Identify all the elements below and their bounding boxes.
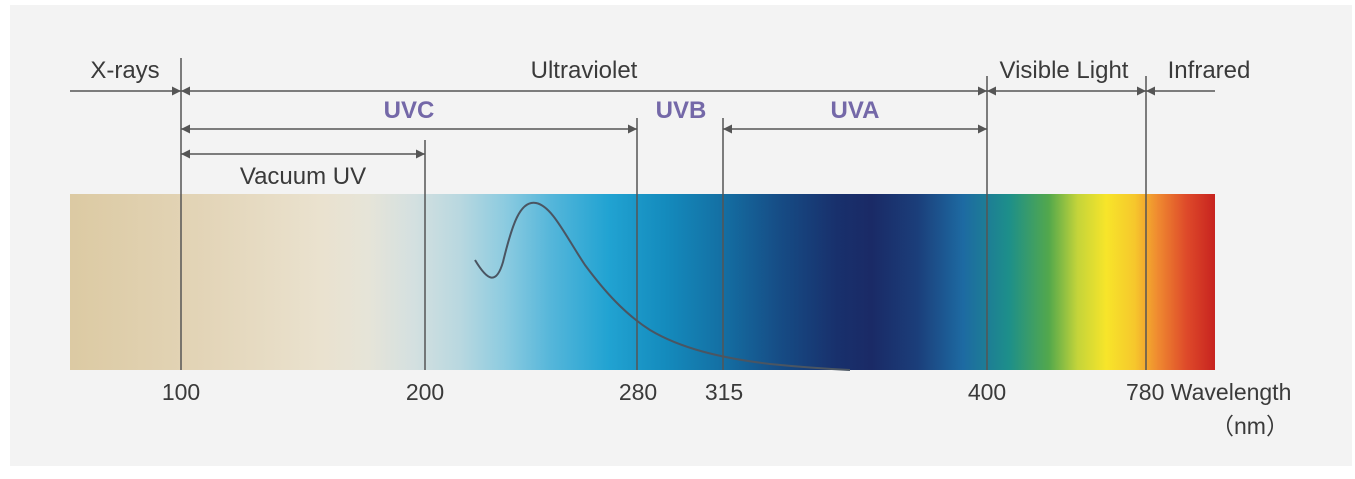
tick-400: 400	[968, 379, 1006, 405]
germicidal-curve	[474, 201, 851, 371]
uvb-label: UVB	[656, 97, 707, 124]
tick-780-wavelength: 780 Wavelength	[1126, 379, 1291, 405]
tick-200: 200	[406, 379, 444, 405]
vacuum-uv-label: Vacuum UV	[240, 163, 366, 190]
tick-315: 315	[705, 379, 743, 405]
wavelength-unit: （nm）	[1211, 413, 1289, 439]
infrared-label: Infrared	[1168, 57, 1251, 84]
tick-280: 280	[619, 379, 657, 405]
uvc-label: UVC	[384, 97, 435, 124]
boundary-lines	[180, 58, 1147, 370]
ultraviolet-label: Ultraviolet	[531, 57, 638, 84]
xrays-label: X-rays	[90, 57, 159, 84]
spectrum-bar	[70, 194, 1215, 370]
visible-light-label: Visible Light	[1000, 57, 1129, 84]
tick-100: 100	[162, 379, 200, 405]
uva-label: UVA	[831, 97, 880, 124]
